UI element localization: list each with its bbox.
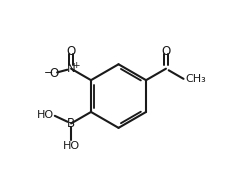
Text: B: B [67,117,75,130]
Text: CH₃: CH₃ [184,74,205,84]
Text: HO: HO [62,141,79,151]
Text: HO: HO [36,110,53,120]
Text: N: N [66,62,75,75]
Text: O: O [161,44,170,57]
Text: O: O [66,44,75,57]
Text: −: − [44,68,53,78]
Text: O: O [49,67,58,80]
Text: +: + [72,61,79,70]
